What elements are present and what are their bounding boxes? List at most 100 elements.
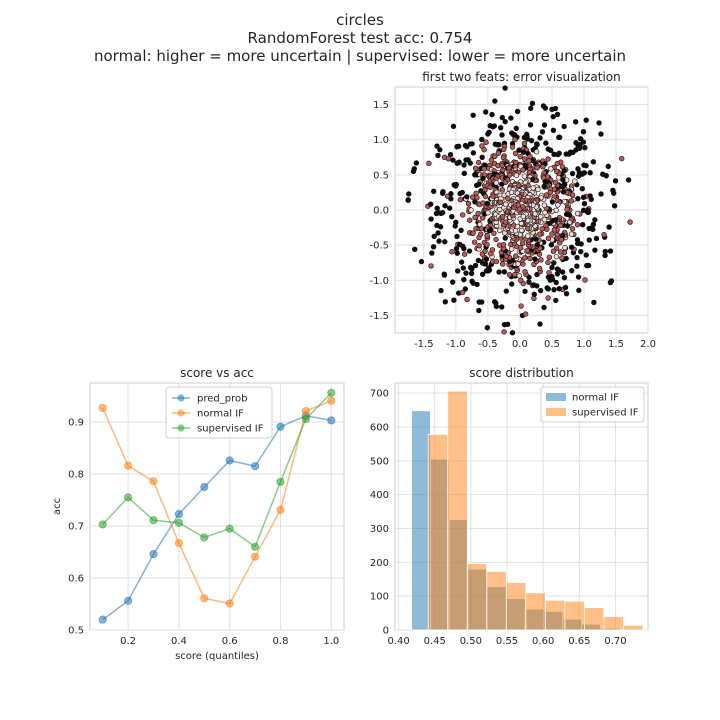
scatter-point (512, 271, 518, 278)
scatter-point (572, 178, 578, 184)
scatter-point (517, 153, 523, 160)
scatter-point (501, 329, 507, 335)
scatter-point (464, 296, 470, 303)
scatter-point (526, 158, 532, 164)
scatter-point (516, 147, 522, 153)
scatter-point (563, 211, 570, 217)
line-series-normal-if (98, 396, 336, 608)
scatter-point (549, 106, 555, 113)
scatter-point (560, 177, 566, 183)
scatter-point (554, 160, 560, 167)
scatter-point (522, 311, 529, 317)
scatter-point (533, 149, 540, 155)
scatter-point (463, 270, 469, 276)
scatter-point (449, 213, 455, 220)
scatter-point (485, 131, 491, 137)
suptitle-line-1: circles (336, 11, 384, 29)
scatter-point (583, 252, 589, 258)
scatter-point (456, 159, 462, 166)
scatter-point (562, 284, 569, 291)
scatter-point (475, 210, 481, 217)
scatter-point (574, 254, 580, 261)
line-point (98, 403, 107, 413)
scatter-point (586, 225, 592, 232)
scatter-point (542, 179, 548, 185)
scatter-point (541, 304, 547, 311)
hist-ytick-label: 0 (383, 626, 389, 637)
scatter-point (522, 255, 528, 261)
hist-xtick-label: 0.65 (568, 636, 590, 647)
line-point (149, 549, 158, 559)
scatter-point (496, 142, 502, 148)
scatter-point (493, 236, 499, 243)
scatter-point (612, 178, 619, 184)
scatter-point (471, 239, 478, 245)
scatter-point (454, 233, 460, 240)
scatter-point (448, 191, 454, 197)
scatter-point (490, 124, 496, 130)
scatter-point (539, 129, 546, 135)
line-point (200, 594, 209, 603)
scatter-xtick-label: 2.0 (640, 339, 656, 350)
scatter-point (459, 189, 465, 196)
scatter-point (562, 244, 568, 251)
line-point (149, 477, 158, 486)
scatter-point (537, 287, 544, 294)
scatter-point (502, 235, 508, 241)
line-point (327, 396, 336, 405)
scatter-point (545, 295, 551, 301)
scatter-point (512, 136, 518, 143)
scatter-point (561, 198, 568, 205)
scatter-point (546, 254, 552, 260)
scatter-point (549, 264, 555, 271)
scatter-point (475, 159, 482, 166)
scatter-point (453, 219, 459, 225)
scatter-point (434, 143, 440, 149)
scatter-point (527, 122, 534, 128)
scatter-point (489, 111, 495, 118)
scatter-point (436, 238, 442, 244)
scatter-point (482, 193, 489, 200)
hist-ytick-label: 100 (370, 592, 389, 603)
hist-xtick-label: 0.55 (496, 636, 518, 647)
scatter-point (506, 271, 513, 278)
line-point (200, 482, 209, 492)
scatter-point (464, 194, 470, 200)
scatter-point (602, 248, 608, 255)
scatter-point (468, 270, 475, 277)
scatter-point (467, 264, 474, 271)
scatter-point (455, 268, 461, 274)
line-series-path (102, 415, 332, 621)
scatter-point (484, 233, 490, 239)
scatter-point (601, 231, 607, 238)
scatter-point (540, 164, 546, 170)
line-point (251, 552, 260, 561)
scatter-points (405, 85, 633, 336)
scatter-point (497, 227, 503, 233)
scatter-point (426, 160, 432, 167)
scatter-title: first two feats: error visualization (422, 70, 621, 84)
scatter-point (587, 170, 593, 176)
scatter-point (505, 195, 511, 202)
scatter-point (460, 212, 466, 218)
hist-ytick-label: 300 (370, 524, 389, 535)
scatter-point (530, 185, 536, 191)
scatter-point (578, 248, 584, 255)
line-ytick-label: 0.9 (68, 418, 84, 429)
scatter-point (495, 150, 502, 156)
scatter-point (496, 269, 502, 275)
scatter-point (488, 157, 495, 163)
scatter-point (491, 230, 497, 237)
line-series-path (102, 392, 332, 548)
scatter-point (572, 119, 579, 125)
scatter-point (530, 282, 537, 288)
scatter-point (549, 199, 556, 205)
scatter-point (450, 123, 457, 130)
scatter-point (563, 290, 570, 297)
scatter-point (610, 187, 616, 194)
scatter-point (467, 160, 473, 166)
scatter-point (607, 248, 614, 254)
scatter-point (428, 263, 434, 269)
scatter-point (544, 285, 550, 291)
hist-legend-label: normal IF (572, 393, 619, 404)
